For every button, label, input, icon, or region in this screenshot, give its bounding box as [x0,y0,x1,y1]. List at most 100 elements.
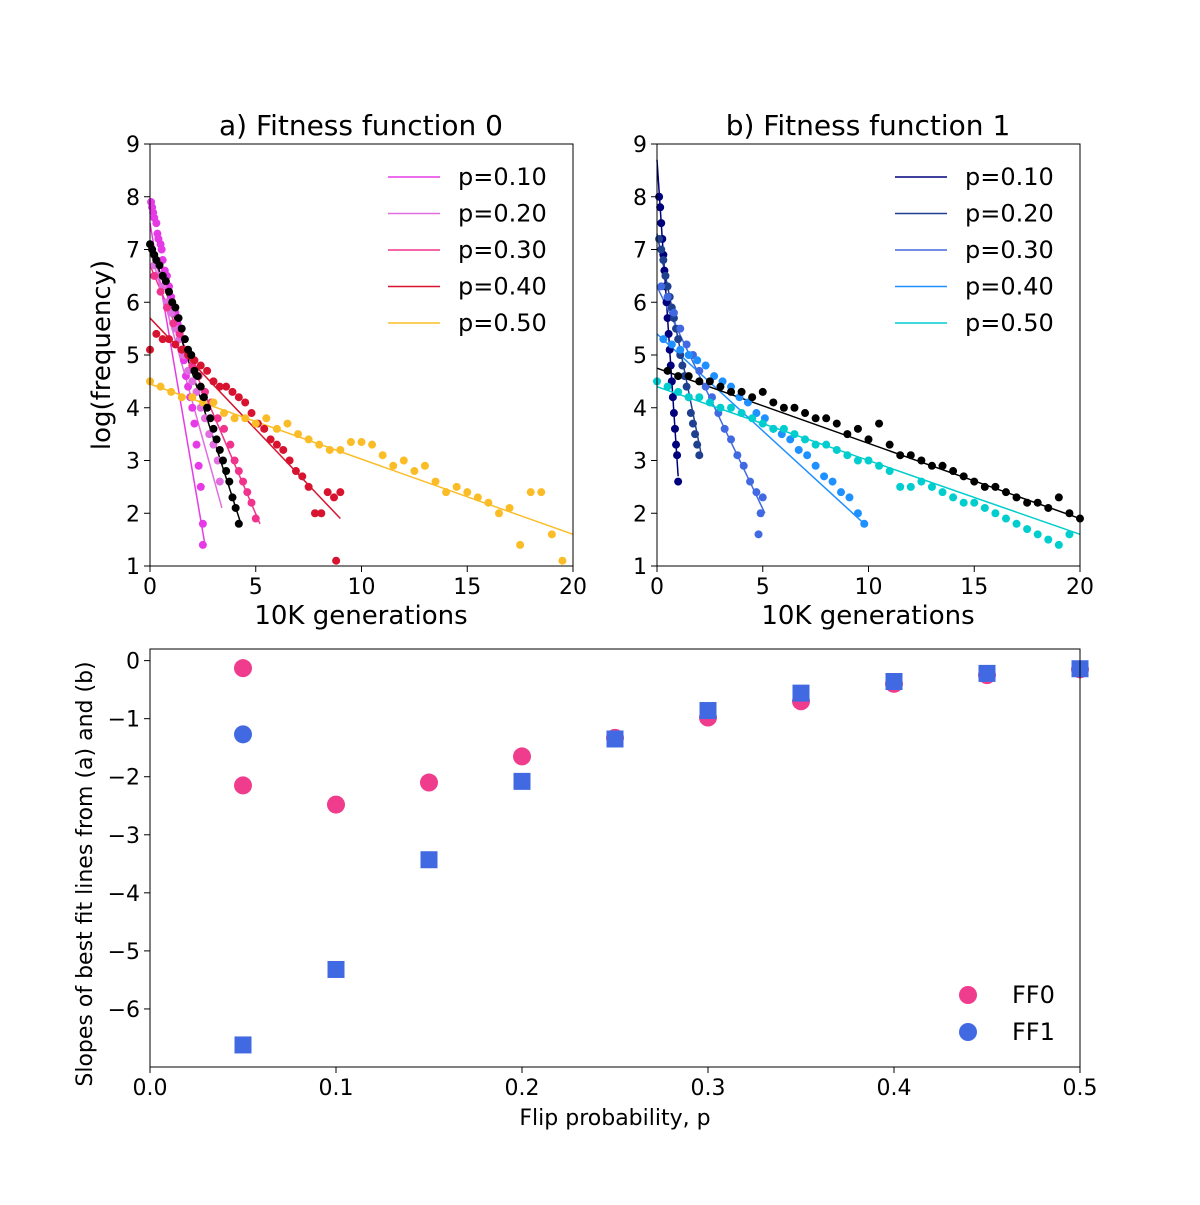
panel-a-y-tick-label: 2 [126,502,140,527]
panel-a-point [315,440,324,449]
panel-b-point [864,456,873,465]
panel-a-point [330,493,339,502]
panel-c-point-ff1 [420,851,438,869]
panel-b-x-tick-label: 0 [650,575,664,600]
panel-b-point [1044,535,1053,544]
panel-a-point [346,438,355,447]
panel-b-point [794,445,803,454]
panel-a-point [157,245,166,254]
panel-a-point [399,456,408,465]
panel-b-point [927,461,936,470]
panel-a-point [212,435,221,444]
panel-a-point [158,335,167,344]
panel-a-point [150,271,159,280]
panel-c-point-ff1 [699,702,717,720]
panel-a-point [218,456,227,465]
panel-b-point [906,482,915,491]
panel-a-point [332,556,341,565]
panel-b-x-tick-label: 20 [1066,575,1094,600]
panel-b-point [674,335,683,344]
panel-a-point [304,482,313,491]
panel-a-point [198,540,207,549]
panel-b-point [769,398,778,407]
panel-a-point [230,414,239,423]
panel-c-y-tick-label: −5 [108,940,140,965]
panel-a-point [161,277,170,286]
panel-b-x-axis-label: 10K generations [761,601,974,631]
panel-b-point [1054,540,1063,549]
panel-b-point [811,461,820,470]
panel-b-point [1001,488,1010,497]
panel-a-title: a) Fitness function 0 [219,109,503,142]
panel-a-point [152,329,161,338]
panel-a-point [442,488,451,497]
panel-c-x-axis-label: Flip probability, p [519,1106,710,1131]
panel-a-point [323,488,332,497]
panel-a-x-tick-label: 15 [453,575,481,600]
panel-b-point [1044,503,1053,512]
panel-b-point [801,409,810,418]
panel-c-legend-label: FF1 [1012,1018,1055,1046]
panel-b-point [769,424,778,433]
panel-b-point [672,440,681,449]
panel-c-legend-marker [959,1023,977,1041]
panel-b-legend-label: p=0.40 [965,273,1054,301]
panel-a-point [304,435,313,444]
panel-b-point [959,472,968,481]
panel-c-legend-marker [959,986,977,1004]
panel-a: a) Fitness function 0 10K generations lo… [87,109,587,631]
panel-b-point [739,461,748,470]
panel-c-frame [149,648,1081,1068]
panel-b-point [811,414,820,423]
panel-b-point [678,361,687,370]
panel-b-point [790,430,799,439]
panel-a-point [234,393,243,402]
panel-b-point [682,340,691,349]
panel-a-point [558,556,567,565]
panel-b-point [746,477,755,486]
panel-a-point [188,403,197,412]
panel-a-point [266,435,275,444]
panel-a-point [230,456,239,465]
panel-c-point-ff1 [234,1036,252,1054]
panel-b-y-tick-label: 4 [633,397,647,422]
panel-b-point [655,234,664,243]
panel-b-point [737,409,746,418]
panel-b-point [701,361,710,370]
panel-a-y-tick-label: 4 [126,397,140,422]
panel-b-point [727,403,736,412]
panel-b-y-tick-label: 6 [633,291,647,316]
panel-b-point [885,440,894,449]
panel-b-point [832,419,841,428]
panel-c-x-tick-label: 0.3 [691,1076,726,1101]
panel-a-point [234,519,243,528]
panel-a-point [272,424,281,433]
panel-b-point [779,424,788,433]
panel-b-point [1012,493,1021,502]
panel-b-legend-label: p=0.20 [965,200,1054,228]
panel-a-point [171,303,180,312]
panel-a-x-tick-label: 0 [143,575,157,600]
panel-b-point [980,482,989,491]
panel-b-point [1012,519,1021,528]
panel-b-x-tick-label: 10 [855,575,883,600]
panel-c-point-ff0 [234,659,252,678]
panel-b-legend-label: p=0.10 [965,163,1054,191]
panel-b-point [837,488,846,497]
panel-a-y-tick-label: 5 [126,344,140,369]
panel-c: Flip probability, p Slopes of best fit l… [73,648,1098,1131]
panel-a-y-tick-label: 6 [126,291,140,316]
panel-b-y-tick-label: 7 [633,239,647,264]
panel-b-point [720,424,729,433]
panel-b-point [659,256,668,265]
panel-b-point [754,530,763,539]
panel-a-point [452,482,461,491]
panel-b-point [991,509,1000,518]
panel-b-point [656,203,665,212]
panel-b-point [1054,493,1063,502]
panel-a-y-tick-label: 8 [126,186,140,211]
panel-a-point [291,467,300,476]
panel-a-frame [149,143,574,567]
panel-b-point [917,477,926,486]
panel-c-point-ff0 [327,795,345,814]
